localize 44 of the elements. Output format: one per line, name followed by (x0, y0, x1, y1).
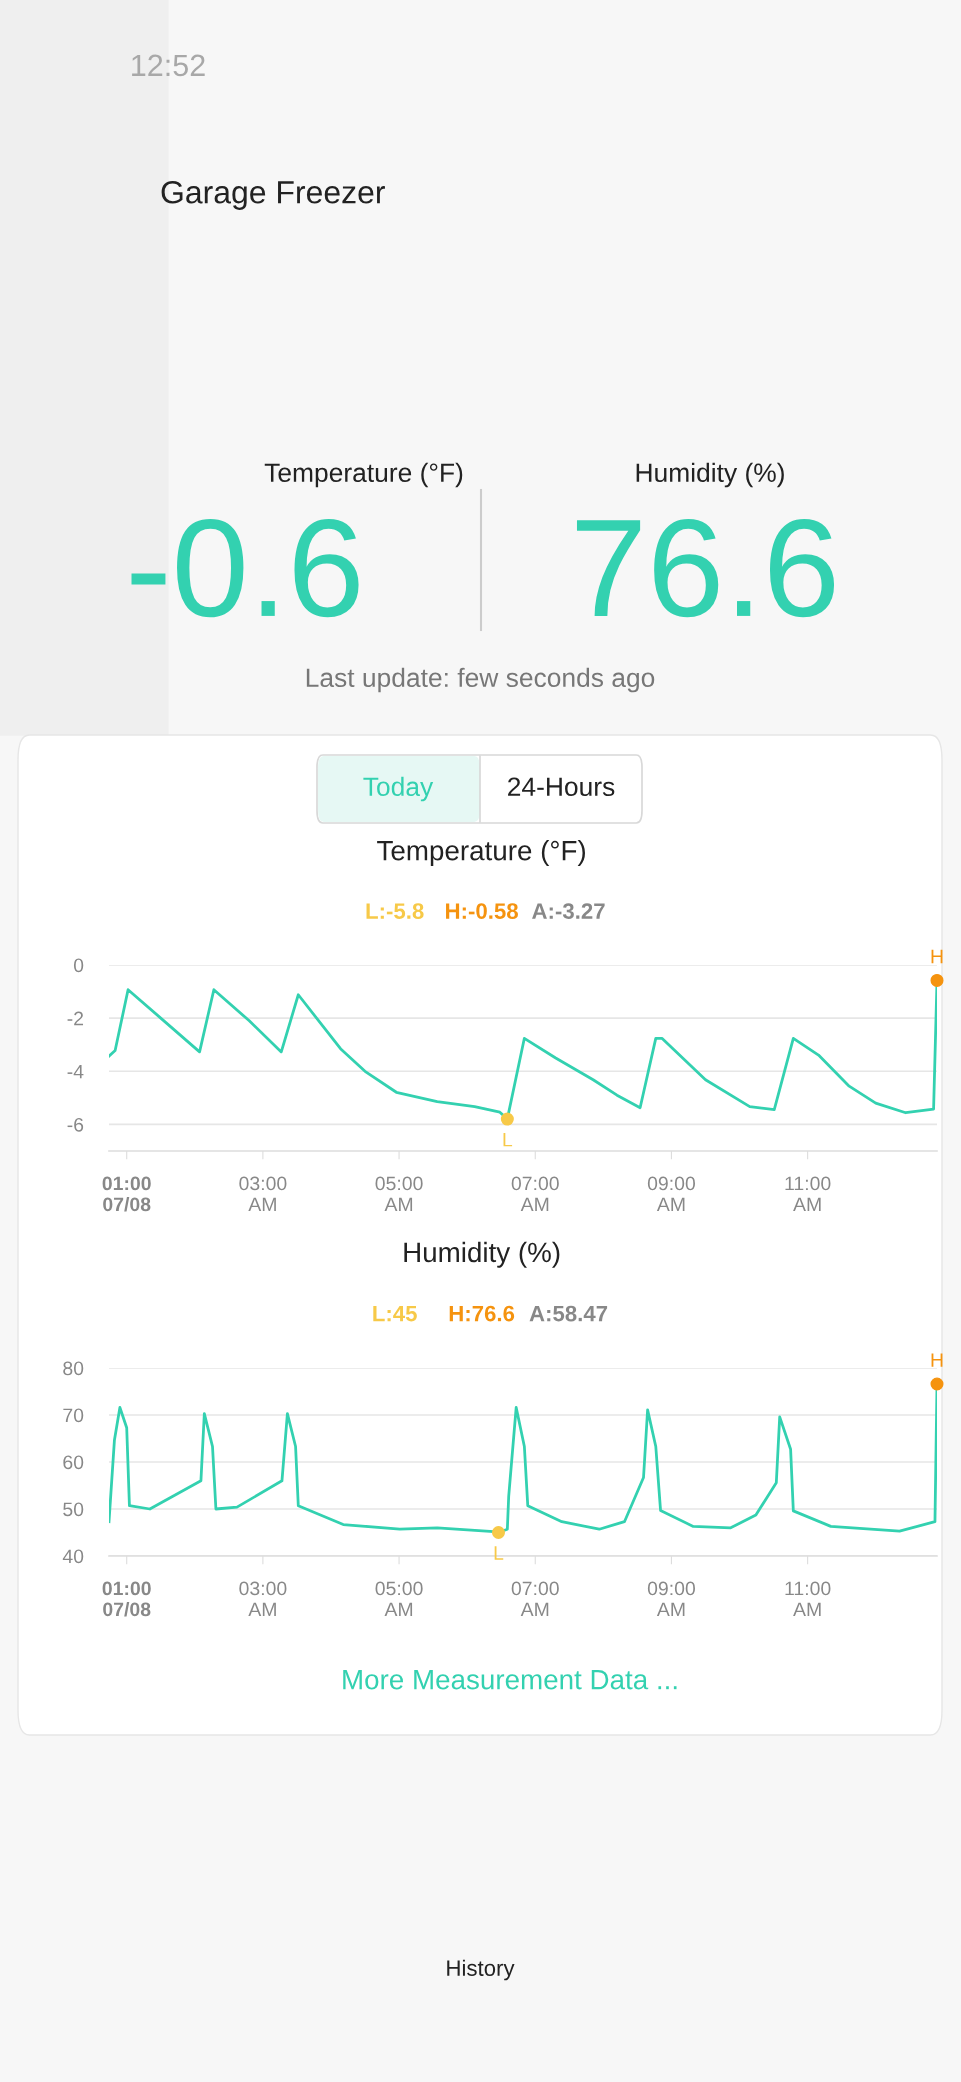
text: Temperature (°F) (264, 462, 463, 488)
annotation: H (931, 949, 943, 964)
text: H:76.6 (449, 1305, 515, 1322)
x-tick-label: 11:00 AM (785, 1176, 831, 1212)
y-tick-label: -2 (67, 1011, 84, 1026)
x-tick-label: 03:00 AM (239, 1176, 287, 1212)
text: Last update: few seconds ago (306, 667, 655, 693)
y-tick-label: 60 (63, 1455, 84, 1470)
y-tick-label: 80 (63, 1361, 84, 1376)
x-tick-label: 03:00 AM (239, 1581, 287, 1617)
x-tick-label: 07:00 AM (511, 1176, 559, 1212)
text: 24-Hours (508, 777, 615, 797)
x-tick-label: 01:00 07/08 (102, 1581, 151, 1617)
text: Garage Freezer (161, 180, 385, 210)
x-tick-label: 01:00 07/08 (102, 1176, 151, 1212)
text: History (447, 1959, 515, 1981)
annotation: L (494, 1546, 504, 1560)
x-tick-label: 07:00 AM (511, 1581, 559, 1617)
chart-title: Humidity (%) (404, 1241, 560, 1268)
text: Humidity (%) (636, 462, 784, 488)
y-tick-label: 50 (63, 1502, 84, 1517)
x-tick-label: 11:00 AM (785, 1581, 831, 1617)
text: H:-0.58 (446, 903, 518, 919)
text: -0.6 (131, 518, 359, 618)
y-tick-label: 40 (62, 1549, 84, 1564)
text: 12:52 (132, 54, 205, 77)
y-tick-label: -4 (67, 1064, 84, 1079)
y-tick-label: -6 (67, 1117, 84, 1132)
x-tick-label: 09:00 AM (647, 1581, 696, 1617)
annotation: H (931, 1353, 943, 1367)
annotation: L (503, 1132, 513, 1147)
y-tick-label: 0 (73, 958, 84, 973)
x-tick-label: 05:00 AM (375, 1581, 423, 1617)
text: More Measurement Data ... (343, 1670, 677, 1690)
text: L:45 (373, 1305, 417, 1322)
chart-title: Temperature (°F) (377, 840, 585, 866)
text: L:-5.8 (366, 903, 424, 919)
y-tick-label: 70 (63, 1408, 84, 1423)
text: A:58.47 (529, 1305, 608, 1322)
x-tick-label: 05:00 AM (375, 1176, 423, 1212)
x-tick-label: 09:00 AM (647, 1176, 696, 1212)
text: 76.6 (576, 518, 835, 618)
text: A:-3.27 (532, 903, 605, 919)
text: Today (363, 776, 434, 802)
